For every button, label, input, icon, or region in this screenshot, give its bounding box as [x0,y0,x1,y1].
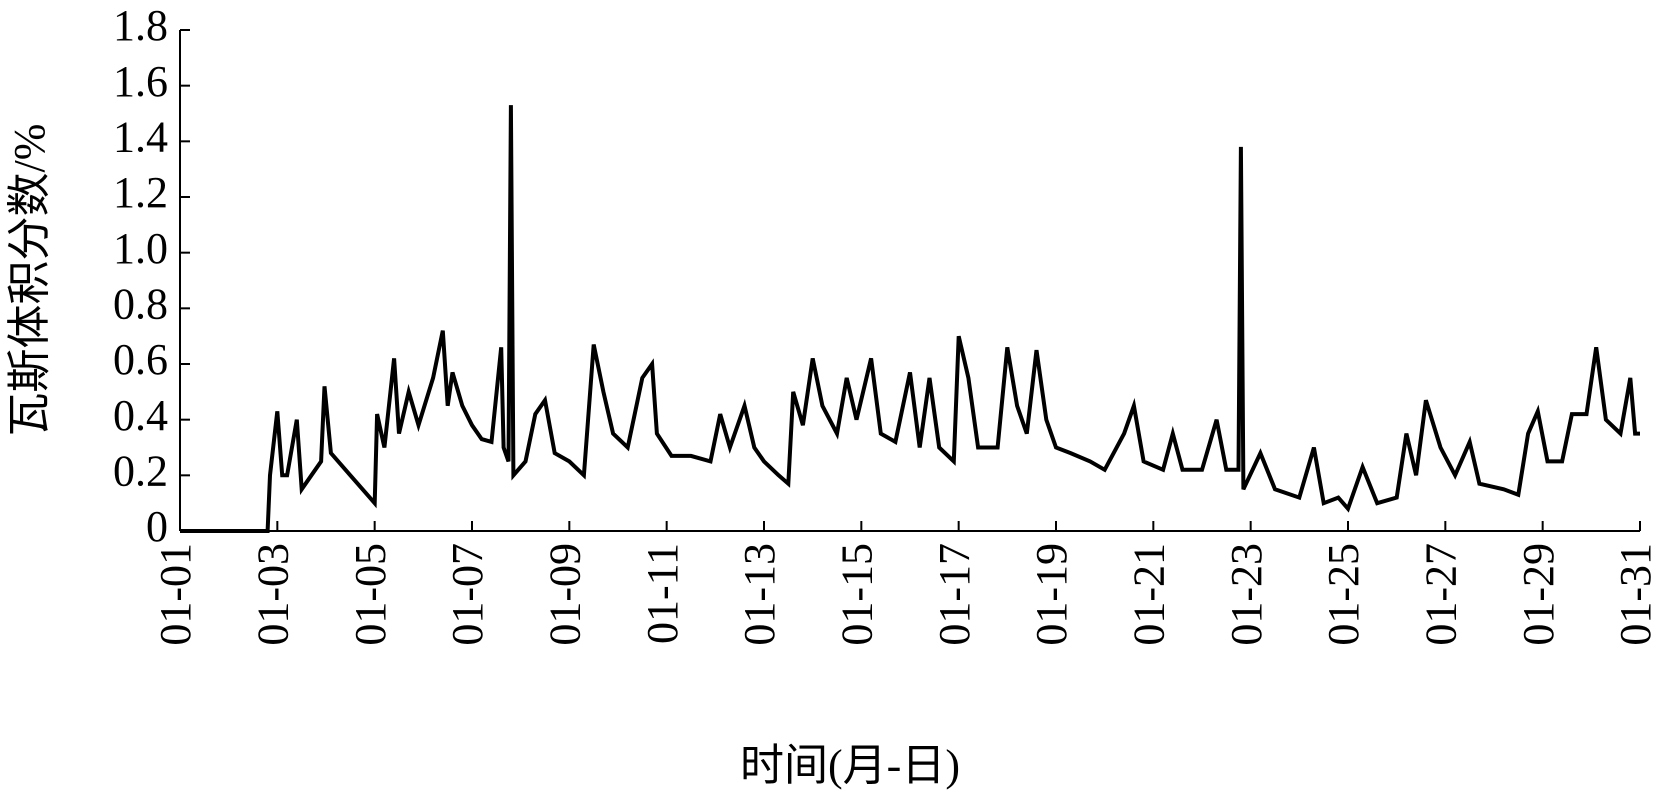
y-tick-label: 1.4 [113,112,168,161]
y-tick-label: 0.6 [113,335,168,384]
x-tick-label: 01-25 [1319,543,1368,646]
x-tick-label: 01-19 [1027,543,1076,646]
x-tick-label: 01-01 [151,543,200,646]
y-axis-title: 瓦斯体积分数/% [5,124,54,437]
y-tick-label: 1.0 [113,224,168,273]
x-tick-label: 01-29 [1514,543,1563,646]
y-tick-label: 1.2 [113,168,168,217]
x-tick-label: 01-03 [248,543,297,646]
x-tick-label: 01-17 [930,543,979,646]
x-axis-title: 时间(月-日) [740,741,960,790]
y-tick-label: 0.8 [113,279,168,328]
y-tick-label: 0 [146,502,168,551]
x-tick-label: 01-15 [832,543,881,646]
data-line [180,105,1640,533]
x-tick-label: 01-27 [1416,543,1465,646]
x-tick-label: 01-21 [1124,543,1173,646]
y-tick-label: 0.4 [113,391,168,440]
x-tick-label: 01-09 [540,543,589,646]
x-tick-label: 01-31 [1611,543,1660,646]
x-tick-label: 01-23 [1222,543,1271,646]
y-tick-label: 1.6 [113,57,168,106]
y-tick-label: 1.8 [113,1,168,50]
x-tick-label: 01-05 [346,543,395,646]
x-tick-label: 01-11 [638,543,687,644]
x-tick-label: 01-07 [443,543,492,646]
x-tick-label: 01-13 [735,543,784,646]
y-tick-label: 0.2 [113,446,168,495]
